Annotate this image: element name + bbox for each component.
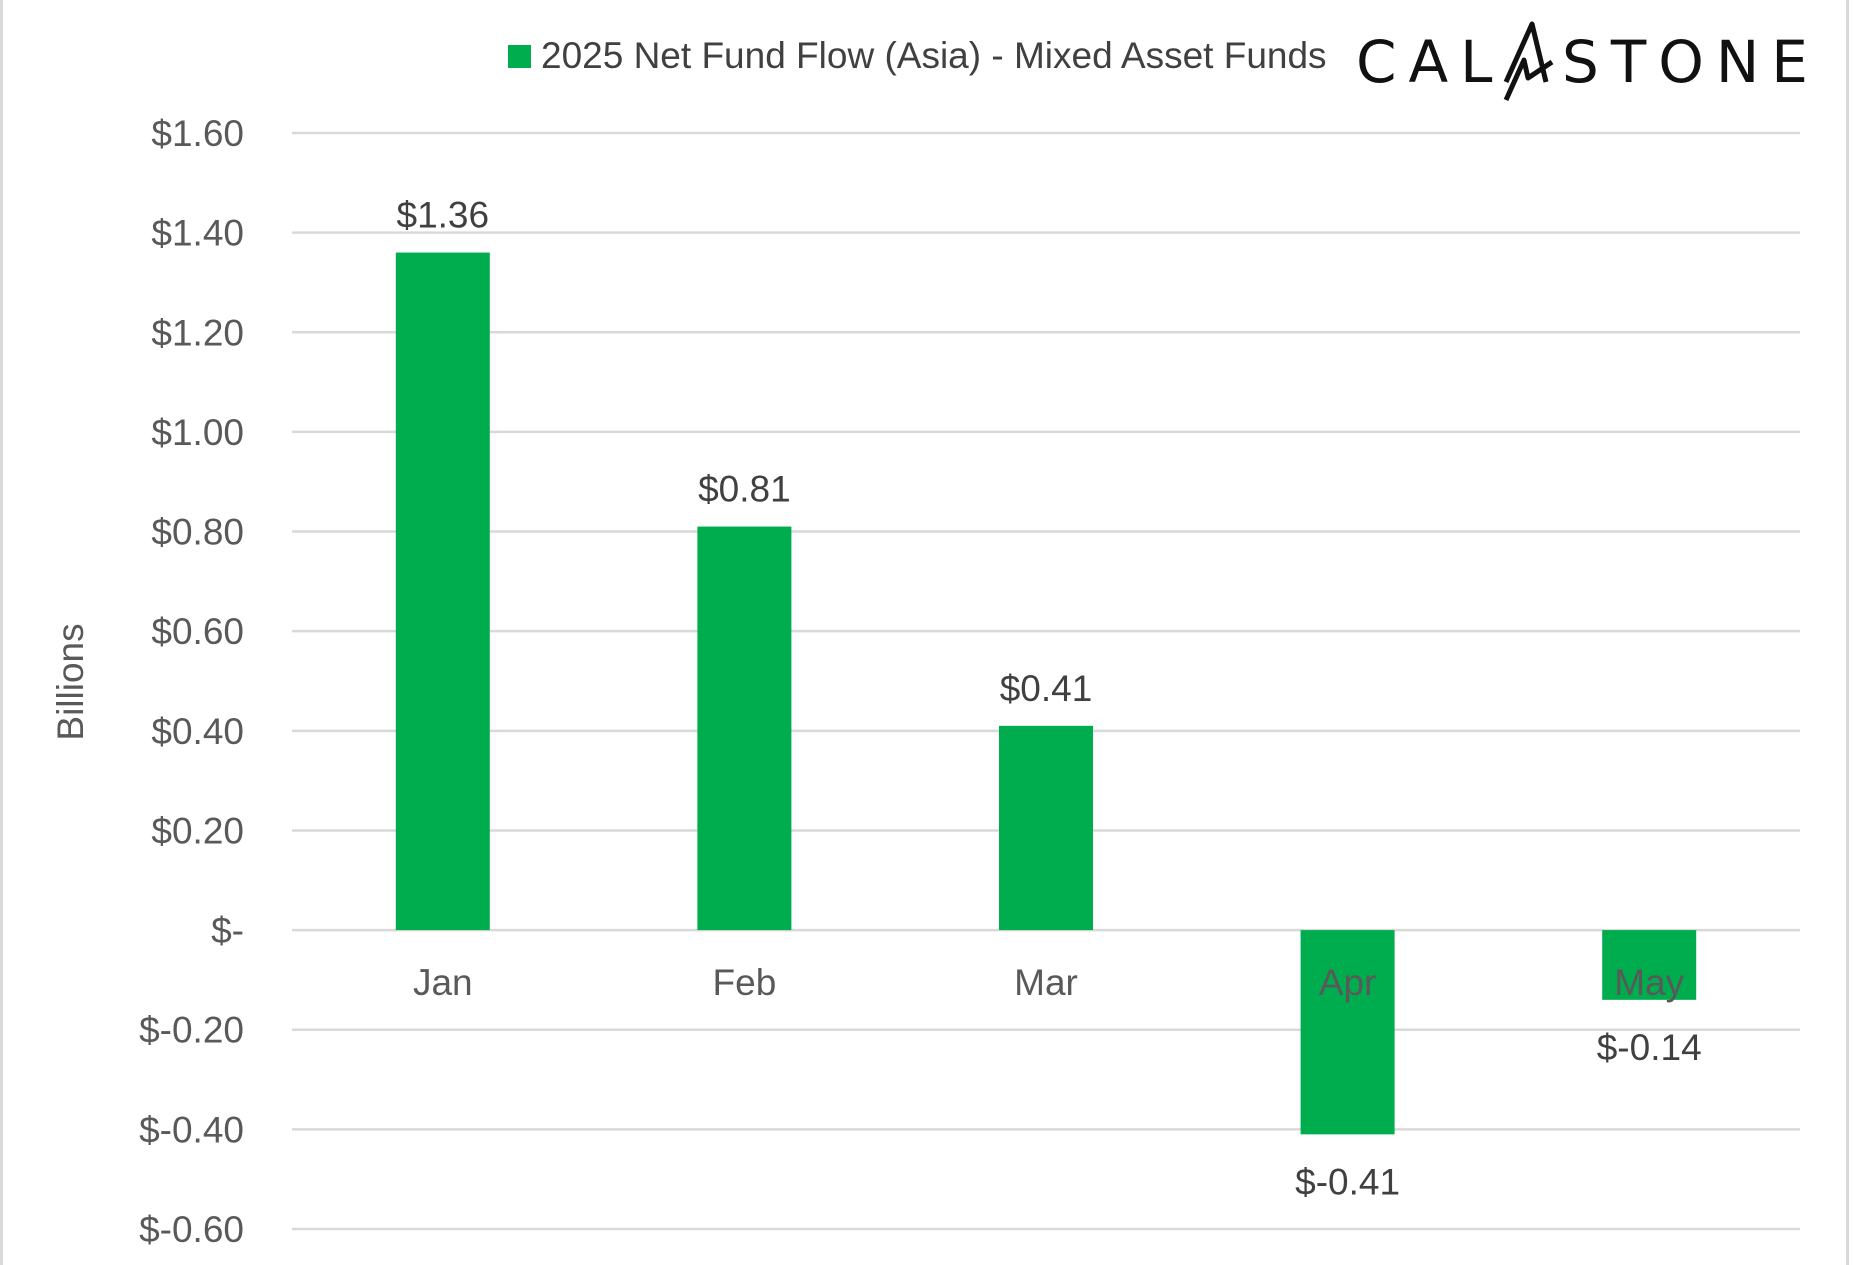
bar-series — [395, 252, 1697, 1135]
bar-jan — [395, 252, 490, 931]
bar-apr — [1300, 930, 1395, 1135]
data-label: $0.81 — [698, 469, 791, 510]
y-axis-ticks: $1.60 $1.40 $1.20 $1.00 $0.80 $0.60 $0.40 $0.20… — [139, 113, 244, 1250]
data-labels: $1.36 $0.81 $0.41 $-0.41 $-0.14 — [397, 195, 1702, 1203]
y-tick-label: $0.20 — [151, 810, 244, 851]
y-tick-label: $-0.20 — [139, 1010, 244, 1051]
y-tick-label: $1.40 — [151, 213, 244, 254]
x-tick-label: Feb — [713, 962, 777, 1003]
legend-label: 2025 Net Fund Flow (Asia) - Mixed Asset … — [541, 35, 1327, 76]
legend-swatch — [508, 44, 531, 68]
data-label: $-0.14 — [1597, 1027, 1702, 1068]
x-tick-label: Mar — [1014, 962, 1078, 1003]
chart-legend: 2025 Net Fund Flow (Asia) - Mixed Asset … — [508, 33, 1327, 79]
calastone-logo: CAL STONE — [1356, 21, 1806, 102]
y-tick-label: $-0.40 — [139, 1109, 244, 1150]
x-tick-label: May — [1614, 962, 1684, 1003]
y-tick-label: $1.00 — [151, 412, 244, 453]
bar-feb — [697, 526, 792, 931]
y-tick-label: $1.20 — [151, 312, 244, 353]
data-label: $-0.41 — [1295, 1161, 1400, 1202]
data-label: $1.36 — [397, 195, 490, 236]
logo-text-left: CAL — [1356, 28, 1505, 96]
y-tick-label: $0.40 — [151, 711, 244, 752]
x-tick-label: Jan — [413, 962, 473, 1003]
y-axis-title: Billions — [50, 623, 91, 740]
logo-text-right: STONE — [1562, 28, 1806, 96]
y-tick-label: $1.60 — [151, 113, 244, 154]
y-tick-label: $0.60 — [151, 611, 244, 652]
logo-a-mark — [1503, 21, 1554, 102]
bar-mar — [999, 725, 1093, 931]
x-axis-labels: Jan Feb Mar Apr May — [413, 962, 1685, 1003]
y-tick-label: $-0.60 — [139, 1209, 244, 1250]
gridlines — [292, 131, 1800, 1231]
y-tick-label: $- — [211, 910, 244, 951]
y-tick-label: $0.80 — [151, 512, 244, 553]
data-label: $0.41 — [1000, 668, 1093, 709]
x-tick-label: Apr — [1319, 962, 1377, 1003]
bar-may — [1602, 930, 1697, 1000]
